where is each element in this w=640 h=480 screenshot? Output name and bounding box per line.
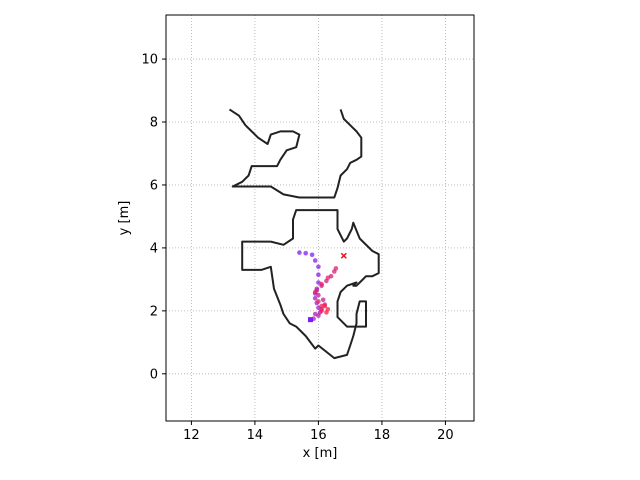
start-marker [307,317,313,323]
trajectory-point [312,289,318,295]
trajectory-point [312,311,318,317]
trajectory-point [320,297,326,303]
map-outline [228,108,380,360]
goal-marker [340,252,347,259]
axis-ticks: 12 14 16 18 20 0 2 4 6 8 10 [141,53,453,443]
x-tick-label: 14 [247,428,264,443]
trajectory-point [316,299,321,304]
map-segment [228,108,363,199]
trajectory-point [312,296,318,301]
y-tick-label: 4 [150,241,158,256]
plot-frame [165,14,475,422]
y-tick-label: 10 [141,53,158,68]
trajectory-point [297,250,302,255]
trajectory-point [312,258,318,263]
x-axis-label: x [m] [303,446,338,461]
x-tick-label: 20 [437,428,454,443]
trajectory-point [316,264,321,270]
y-axis-label: y [m] [117,201,132,236]
trajectory-point [324,310,329,315]
trajectory-point [309,252,315,258]
trajectory-point [319,303,324,309]
y-tick-label: 8 [150,116,158,131]
trajectory-point [322,303,328,309]
x-tick-label: 12 [183,428,200,443]
trajectory-points [297,250,339,323]
trajectory-point [325,275,331,281]
trajectory-point [333,266,339,271]
trajectory-point [319,308,324,314]
trajectory-point [303,250,309,256]
trajectory-point [316,272,321,278]
y-tick-label: 2 [150,304,158,319]
x-tick-label: 18 [374,428,391,443]
goal-x-stroke [340,252,347,259]
y-tick-label: 0 [150,367,158,382]
x-tick-label: 16 [310,428,327,443]
trajectory-point [316,292,321,298]
trajectory-point [319,281,324,287]
map-segment [241,209,380,360]
y-tick-label: 6 [150,178,158,193]
